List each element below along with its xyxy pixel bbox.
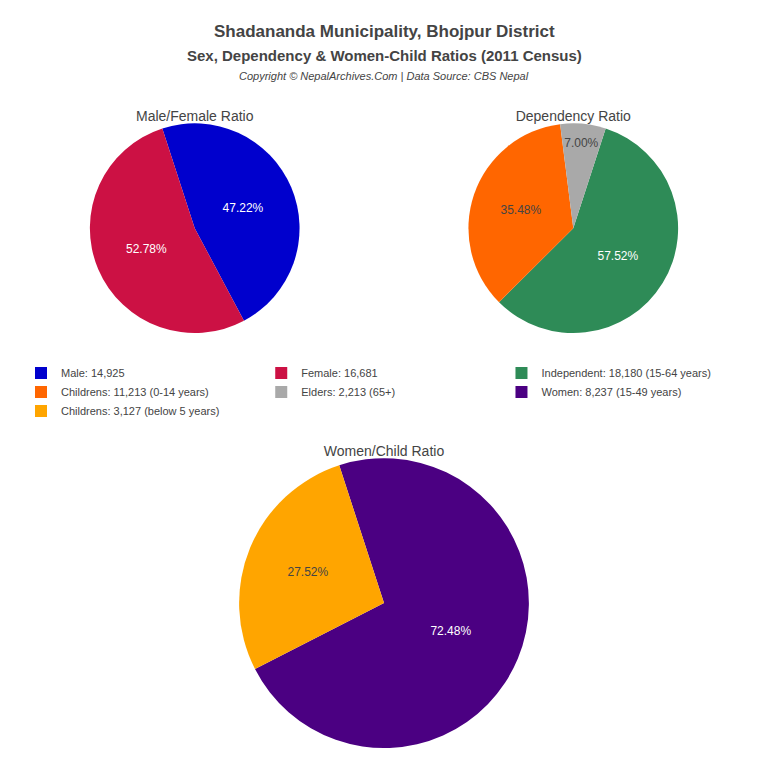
svg-text:27.52%: 27.52% [287,565,328,579]
svg-text:Copyright © NepalArchives.Com: Copyright © NepalArchives.Com | Data Sou… [239,70,529,82]
svg-text:47.22%: 47.22% [223,201,264,215]
svg-text:Elders: 2,213 (65+): Elders: 2,213 (65+) [301,386,395,398]
svg-text:7.00%: 7.00% [564,136,598,150]
svg-text:Female: 16,681: Female: 16,681 [301,367,377,379]
svg-text:72.48%: 72.48% [430,624,471,638]
svg-text:Male/Female Ratio: Male/Female Ratio [136,108,254,124]
svg-text:Women: 8,237 (15-49 years): Women: 8,237 (15-49 years) [541,386,681,398]
svg-text:Women/Child Ratio: Women/Child Ratio [324,443,445,459]
svg-text:52.78%: 52.78% [126,242,167,256]
svg-text:Independent: 18,180 (15-64 yea: Independent: 18,180 (15-64 years) [541,367,710,379]
svg-text:Childrens: 11,213 (0-14 years): Childrens: 11,213 (0-14 years) [61,386,209,398]
svg-text:Dependency Ratio: Dependency Ratio [516,108,631,124]
svg-text:57.52%: 57.52% [597,249,638,263]
svg-text:35.48%: 35.48% [501,203,542,217]
svg-text:Male: 14,925: Male: 14,925 [61,367,125,379]
svg-text:Sex, Dependency & Women-Child: Sex, Dependency & Women-Child Ratios (20… [187,47,582,64]
svg-text:Childrens: 3,127 (below 5 year: Childrens: 3,127 (below 5 years) [61,405,219,417]
svg-text:Shadananda Municipality, Bhojp: Shadananda Municipality, Bhojpur Distric… [214,22,555,41]
